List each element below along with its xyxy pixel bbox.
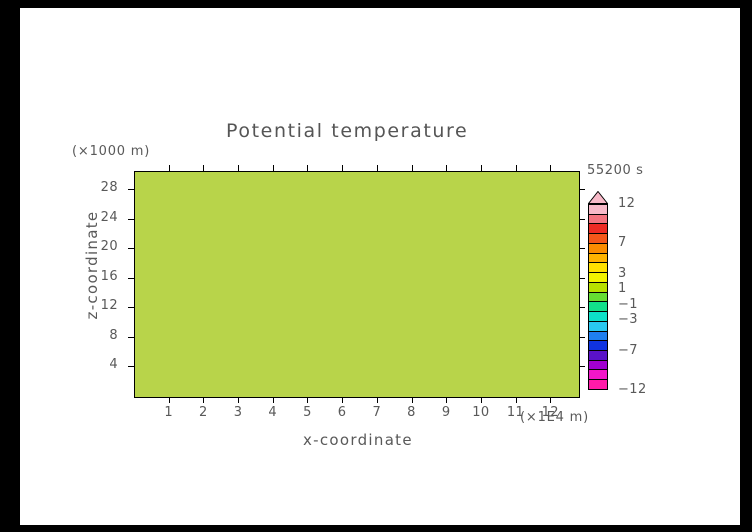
colorbar: 12 7 3 1 −1 −3 −7 −12 bbox=[588, 191, 646, 397]
colorbar-band bbox=[589, 311, 607, 321]
colorbar-tick-label: 3 bbox=[618, 265, 627, 281]
y-tick-mark bbox=[128, 277, 134, 279]
colorbar-band bbox=[589, 291, 607, 302]
x-tick-mark bbox=[480, 397, 482, 403]
colorbar-band bbox=[589, 359, 607, 370]
y-tick-mark bbox=[128, 248, 134, 250]
colorbar-arrow-cap-icon bbox=[588, 191, 608, 204]
colorbar-tick-label: 1 bbox=[618, 281, 627, 297]
x-tick-label: 4 bbox=[268, 405, 278, 420]
x-axis-title: x-coordinate bbox=[303, 431, 413, 449]
y-tick-mark-right bbox=[579, 277, 585, 279]
x-tick-label: 10 bbox=[472, 405, 490, 420]
x-tick-mark-top bbox=[480, 165, 482, 171]
x-tick-label: 6 bbox=[337, 405, 347, 420]
x-tick-label: 2 bbox=[199, 405, 208, 420]
x-tick-mark bbox=[168, 397, 170, 403]
colorbar-band bbox=[589, 242, 607, 253]
y-tick-label: 16 bbox=[100, 268, 118, 284]
x-tick-mark bbox=[272, 397, 274, 403]
y-tick-label: 4 bbox=[109, 357, 118, 373]
x-tick-mark-top bbox=[446, 165, 448, 171]
colorbar-band bbox=[589, 272, 607, 282]
y-tick-label: 8 bbox=[109, 327, 118, 343]
x-tick-label: 8 bbox=[407, 405, 416, 420]
colorbar-tick-label: −12 bbox=[618, 382, 647, 397]
colorbar-band bbox=[589, 223, 607, 234]
contour-field bbox=[135, 172, 579, 397]
y-tick-mark bbox=[128, 366, 134, 368]
page-title: Potential temperature bbox=[226, 120, 469, 142]
x-tick-label: 1 bbox=[164, 405, 174, 420]
y-tick-label: 24 bbox=[100, 209, 118, 225]
colorbar-band bbox=[589, 213, 607, 224]
x-tick-mark-top bbox=[515, 165, 517, 171]
x-tick-mark-top bbox=[342, 165, 344, 171]
y-tick-mark bbox=[128, 336, 134, 338]
x-tick-mark bbox=[238, 397, 240, 403]
x-tick-mark-top bbox=[411, 165, 413, 171]
y-axis-unit-label: (×1000 m) bbox=[72, 144, 151, 159]
colorbar-band bbox=[589, 205, 607, 214]
x-tick-mark bbox=[550, 397, 552, 403]
y-tick-label: 20 bbox=[100, 239, 118, 255]
colorbar-tick-label: −1 bbox=[618, 296, 638, 312]
colorbar-band bbox=[589, 369, 607, 380]
colorbar-tick-label: −3 bbox=[618, 312, 638, 328]
x-tick-mark-top bbox=[307, 165, 309, 171]
contour-plot-area bbox=[134, 171, 580, 398]
colorbar-bands bbox=[588, 204, 608, 390]
y-tick-mark-right bbox=[579, 248, 585, 250]
y-tick-mark bbox=[128, 307, 134, 309]
y-tick-mark-right bbox=[579, 189, 585, 191]
colorbar-band bbox=[589, 330, 607, 341]
x-tick-label: 11 bbox=[506, 405, 525, 420]
colorbar-band bbox=[589, 252, 607, 263]
colorbar-band bbox=[589, 320, 607, 331]
colorbar-band bbox=[589, 281, 607, 292]
x-tick-mark bbox=[411, 397, 413, 403]
x-tick-label: 5 bbox=[303, 405, 312, 420]
colorbar-tick-label: 7 bbox=[618, 234, 627, 250]
x-tick-mark bbox=[446, 397, 448, 403]
x-tick-mark bbox=[342, 397, 344, 403]
x-tick-mark-top bbox=[272, 165, 274, 171]
y-tick-label: 12 bbox=[100, 298, 118, 314]
colorbar-band bbox=[589, 301, 607, 312]
colorbar-band bbox=[589, 233, 607, 243]
colorbar-band bbox=[589, 262, 607, 273]
y-tick-mark bbox=[128, 218, 134, 220]
colorbar-tick-label: −7 bbox=[618, 343, 638, 359]
y-tick-mark-right bbox=[579, 336, 585, 338]
y-tick-label: 28 bbox=[100, 180, 118, 196]
x-tick-label: 7 bbox=[372, 405, 382, 420]
y-tick-mark bbox=[128, 189, 134, 191]
x-tick-label: 12 bbox=[541, 405, 559, 420]
y-tick-mark-right bbox=[579, 366, 585, 368]
colorbar-band bbox=[589, 350, 607, 360]
x-tick-mark-top bbox=[238, 165, 240, 171]
x-tick-label: 9 bbox=[441, 405, 451, 420]
time-annotation: 55200 s bbox=[587, 163, 644, 178]
y-tick-mark-right bbox=[579, 218, 585, 220]
x-tick-mark bbox=[203, 397, 205, 403]
x-axis-unit-label: (×1E4 m) bbox=[520, 410, 589, 425]
x-tick-mark bbox=[515, 397, 517, 403]
y-tick-mark-right bbox=[579, 307, 585, 309]
x-tick-mark-top bbox=[168, 165, 170, 171]
figure-canvas: Potential temperature (×1000 m) z-coordi… bbox=[20, 8, 740, 525]
colorbar-band bbox=[589, 379, 607, 389]
x-tick-mark-top bbox=[550, 165, 552, 171]
x-tick-label: 3 bbox=[233, 405, 243, 420]
x-tick-mark bbox=[307, 397, 309, 403]
x-tick-mark-top bbox=[376, 165, 378, 171]
colorbar-band bbox=[589, 340, 607, 351]
x-tick-mark bbox=[376, 397, 378, 403]
x-tick-mark-top bbox=[203, 165, 205, 171]
colorbar-tick-label: 12 bbox=[618, 196, 636, 211]
